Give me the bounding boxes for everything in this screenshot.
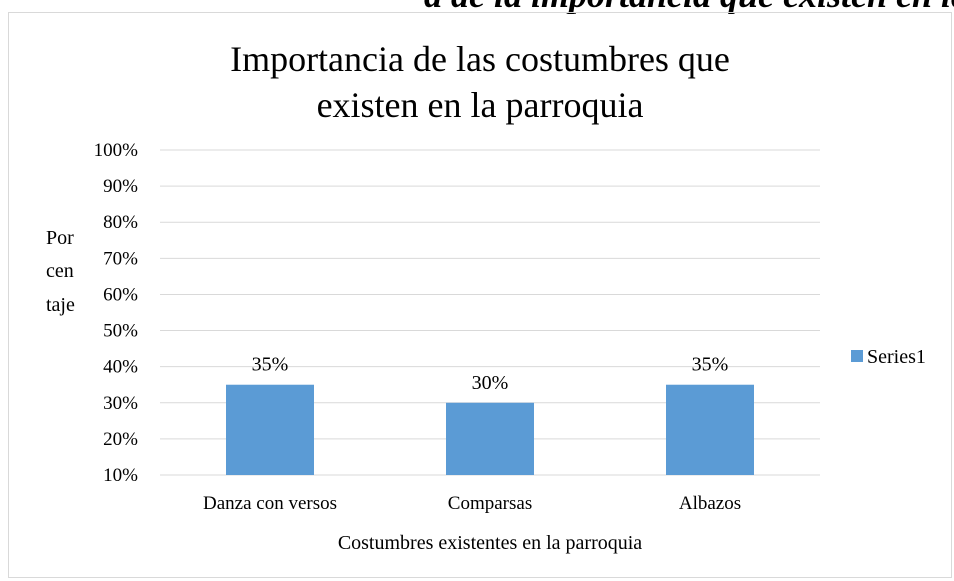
bar[interactable]	[226, 384, 314, 475]
y-axis-title: Por cen taje	[46, 227, 75, 316]
y-tick-label: 30%	[103, 393, 138, 414]
y-tick-label: 100%	[94, 140, 139, 161]
x-tick-label: Comparsas	[448, 493, 532, 514]
y-axis-title-line: Por	[46, 227, 74, 249]
x-axis-title: Costumbres existentes en la parroquia	[338, 532, 642, 554]
x-tick-label: Albazos	[679, 493, 741, 514]
bar[interactable]	[666, 384, 754, 475]
chart-area	[8, 12, 952, 578]
legend[interactable]: Series1	[851, 346, 926, 368]
y-tick-label: 50%	[103, 321, 138, 342]
data-label: 35%	[692, 354, 729, 376]
bars	[226, 384, 754, 475]
y-tick-label: 60%	[103, 284, 138, 305]
clipped-header: a de la importancia que existen en la pa…	[0, 0, 954, 14]
y-tick-label: 80%	[103, 212, 138, 233]
data-label: 30%	[472, 372, 509, 394]
bar[interactable]	[446, 402, 534, 475]
x-tick-label: Danza con versos	[203, 493, 337, 514]
legend-swatch-series1	[851, 350, 863, 362]
y-tick-label: 90%	[103, 176, 138, 197]
y-tick-label: 70%	[103, 248, 138, 269]
clipped-header-text: a de la importancia que existen en la pa…	[424, 0, 954, 14]
x-axis-ticks: Danza con versos Comparsas Albazos	[203, 493, 741, 514]
legend-label-series1: Series1	[867, 346, 926, 368]
chart-title: Importancia de las costumbres que existe…	[230, 39, 730, 125]
y-axis-ticks: 10% 20% 30% 40% 50% 60% 70% 80% 90% 100%	[94, 140, 139, 486]
data-labels: 35% 30% 35%	[252, 354, 729, 394]
data-label: 35%	[252, 354, 289, 376]
y-tick-label: 20%	[103, 429, 138, 450]
y-tick-label: 10%	[103, 465, 138, 486]
y-axis-title-line: cen	[46, 260, 74, 282]
y-axis-title-line: taje	[46, 294, 75, 316]
y-tick-label: 40%	[103, 357, 138, 378]
